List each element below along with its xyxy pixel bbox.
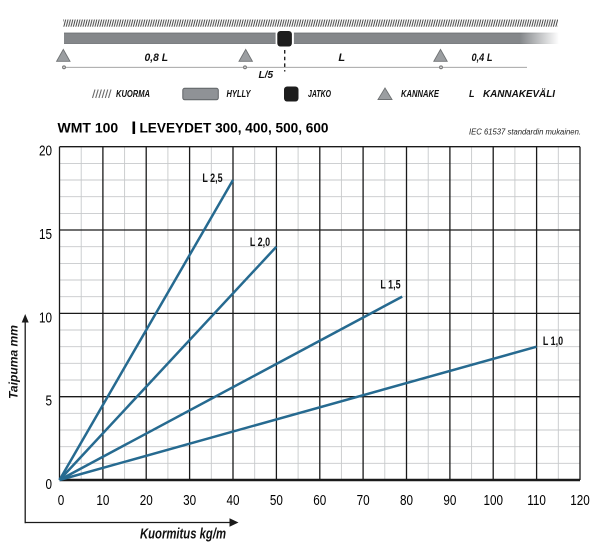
svg-text:70: 70 [357,492,370,509]
svg-text:0: 0 [45,476,52,493]
svg-text:Kuormitus kg/m: Kuormitus kg/m [140,527,226,543]
svg-text:KUORMA: KUORMA [116,89,150,100]
svg-text:L 1,5: L 1,5 [380,280,400,292]
svg-text:L 1,0: L 1,0 [543,336,563,348]
svg-text:L 2,5: L 2,5 [202,173,222,185]
svg-text:50: 50 [270,492,283,509]
svg-text:15: 15 [39,226,52,243]
svg-text:10: 10 [96,492,109,509]
svg-text:L: L [469,89,475,100]
svg-text:LEVEYDET 300, 400, 500, 600: LEVEYDET 300, 400, 500, 600 [140,120,329,136]
svg-text:KANNAKE: KANNAKE [401,89,439,100]
svg-text:0: 0 [58,492,65,509]
svg-text:KANNAKEVÄLI: KANNAKEVÄLI [483,87,555,100]
svg-text:JATKO: JATKO [308,89,331,100]
svg-text:0,4 L: 0,4 L [472,52,493,64]
svg-text:60: 60 [313,492,326,509]
svg-text:110: 110 [527,492,546,509]
svg-text:100: 100 [483,492,503,509]
svg-text:90: 90 [443,492,456,509]
svg-text:Taipuma mm: Taipuma mm [7,325,21,399]
svg-text:L/5: L/5 [259,70,274,81]
svg-text:20: 20 [39,142,52,159]
svg-text:5: 5 [45,392,52,409]
svg-text:10: 10 [39,309,52,326]
svg-text:120: 120 [570,492,590,509]
svg-text:30: 30 [183,492,196,509]
svg-text:20: 20 [140,492,153,509]
svg-text:0,8 L: 0,8 L [145,52,169,64]
svg-text:HYLLY: HYLLY [227,89,252,100]
svg-text:L 2,0: L 2,0 [250,237,270,249]
svg-text:WMT 100: WMT 100 [58,120,119,136]
svg-text:IEC 61537 standardin mukainen.: IEC 61537 standardin mukainen. [469,127,581,137]
svg-text:40: 40 [226,492,239,509]
svg-text:L: L [338,52,345,64]
svg-text:80: 80 [400,492,413,509]
